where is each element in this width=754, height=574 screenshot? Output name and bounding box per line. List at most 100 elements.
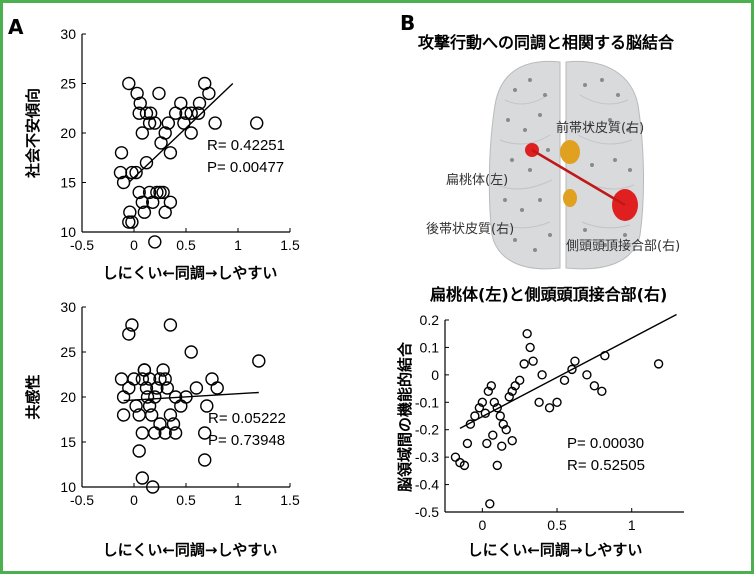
data-point	[507, 435, 517, 446]
data-point	[116, 390, 131, 404]
data-point	[140, 390, 155, 404]
label-posterior-cingulate: 後帯状皮質(右)	[426, 222, 514, 237]
data-point	[132, 106, 146, 120]
data-point	[122, 215, 136, 229]
data-point	[202, 86, 216, 101]
stat-line-2: R= 0.52505	[567, 457, 645, 474]
x-tick-label: 1	[234, 237, 242, 253]
y-tick-label: 15	[60, 434, 76, 450]
data-point	[137, 363, 152, 377]
data-point	[114, 146, 129, 160]
brain-right-hemisphere	[565, 60, 645, 270]
y-tick-label: 30	[60, 26, 76, 42]
x-tick-label: 0.5	[176, 492, 196, 508]
data-point	[144, 408, 159, 422]
data-point	[122, 381, 136, 395]
data-point	[514, 375, 525, 386]
data-point	[135, 372, 150, 386]
data-point	[142, 185, 157, 200]
y-tick-label: 0.1	[420, 339, 440, 355]
y-tick-label: -0.4	[415, 477, 439, 493]
data-point	[148, 235, 162, 249]
data-point	[150, 381, 164, 395]
panel-b-label: B	[400, 11, 415, 35]
data-point	[210, 381, 224, 395]
chart-functional-connectivity: 0 0.5 1 0.2 0.1 0 -0.1 -0.2 -0.3 -0.4 -0.5 P= 0.000…	[396, 285, 684, 559]
data-point	[559, 375, 570, 386]
x-tick-label: 0	[130, 237, 138, 253]
fit-line	[123, 391, 259, 402]
x-tick-label: 1.5	[280, 492, 300, 508]
data-point	[528, 356, 538, 366]
data-point	[497, 441, 507, 451]
data-point	[492, 460, 502, 471]
data-point	[137, 205, 152, 219]
data-point	[482, 438, 492, 449]
x-tick-label: 0	[478, 517, 486, 533]
data-point	[150, 185, 164, 200]
label-amygdala: 扁桃体(左)	[446, 173, 508, 188]
data-point	[198, 453, 212, 467]
data-point	[168, 426, 183, 440]
brain-left-hemisphere	[488, 60, 561, 270]
data-point	[492, 403, 502, 413]
data-point	[525, 342, 535, 353]
data-point	[534, 397, 544, 407]
data-point	[191, 106, 206, 120]
chart-social-anxiety: -0.5 0 0.5 1 1.5 10 15 20 25 30 R= 0.42251 P= 0.004…	[24, 26, 300, 282]
data-point	[597, 386, 607, 397]
data-point	[146, 480, 160, 494]
data-point	[154, 136, 168, 150]
data-point	[459, 460, 470, 471]
data-point	[139, 381, 154, 395]
data-point	[152, 86, 166, 101]
fit-line	[459, 313, 677, 429]
y-tick-label: 20	[60, 389, 76, 405]
data-point	[250, 116, 264, 130]
y-tick-label: 10	[60, 224, 76, 240]
x-tick-label: 1	[234, 492, 242, 508]
data-point	[148, 390, 162, 404]
y-axis-label: 脳領域間の機能的結合	[396, 341, 414, 492]
data-point	[567, 364, 577, 375]
data-point	[135, 126, 150, 140]
y-axis-label: 社会不安傾向	[24, 88, 42, 179]
x-axis-label: しにくい←同調→しやすい	[468, 541, 643, 559]
stat-line-1: R= 0.42251	[207, 137, 285, 154]
data-point	[139, 155, 154, 170]
y-tick-label: 0	[431, 367, 439, 383]
x-tick-label: 0.5	[547, 517, 567, 533]
y-tick-label: -0.1	[415, 394, 439, 410]
fit-line	[128, 82, 234, 184]
data-point	[510, 381, 520, 391]
y-axis-label: 共感性	[24, 374, 42, 419]
label-tpj: 側頭頭頂接合部(右)	[566, 238, 680, 254]
data-point	[163, 195, 178, 210]
cingulate-anterior-region	[560, 140, 580, 164]
data-point	[552, 397, 562, 407]
data-point	[135, 471, 150, 485]
data-point	[158, 372, 172, 386]
data-point	[139, 106, 154, 120]
y-tick-label: 25	[60, 344, 76, 360]
x-axis-label: しにくい←同調→しやすい	[103, 264, 278, 282]
data-point	[252, 354, 266, 368]
data-point	[504, 392, 514, 402]
data-point	[135, 195, 150, 210]
x-tick-label: -0.5	[70, 492, 94, 508]
data-point	[163, 408, 178, 422]
y-tick-label: -0.3	[415, 449, 439, 465]
data-point	[161, 116, 176, 130]
data-point	[544, 403, 555, 413]
data-point	[142, 399, 157, 413]
data-point	[163, 318, 178, 332]
y-tick-label: 20	[60, 125, 76, 141]
brain-nodes	[503, 78, 632, 252]
data-point	[450, 452, 461, 462]
label-anterior-cingulate: 前帯状皮質(右)	[556, 120, 644, 136]
panel-a-label: A	[8, 15, 24, 39]
data-point	[192, 96, 207, 111]
data-point	[163, 146, 178, 160]
